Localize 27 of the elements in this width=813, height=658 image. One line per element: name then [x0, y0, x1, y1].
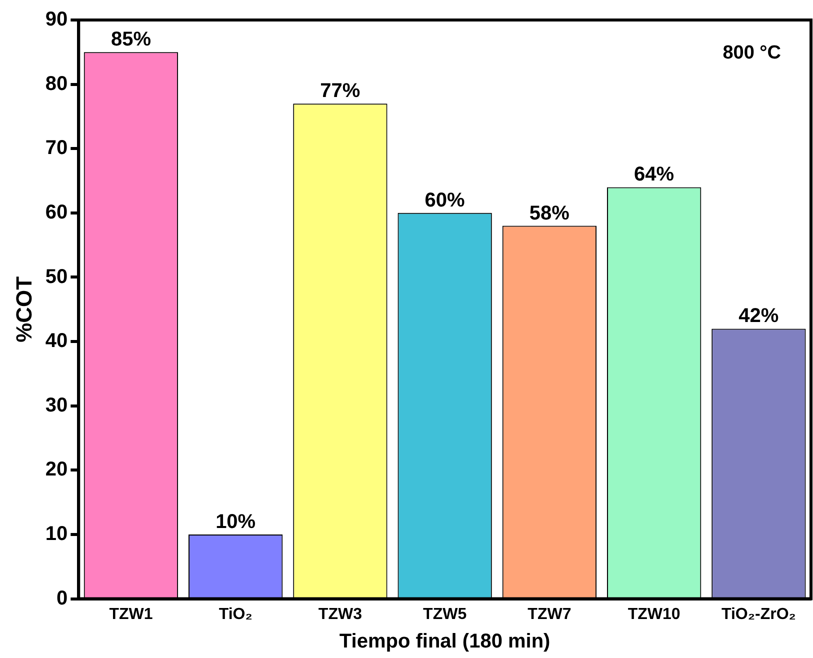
- y-tick-label: 40: [45, 330, 68, 352]
- annotation: 800 °C: [722, 42, 782, 64]
- data-label: 60%: [424, 189, 466, 212]
- x-tick-label: TZW7: [528, 606, 572, 623]
- data-label: 10%: [216, 511, 256, 534]
- y-tick-label: 70: [45, 137, 68, 160]
- data-label: 42%: [738, 305, 779, 328]
- y-tick-label: 20: [45, 458, 68, 481]
- y-tick-label: 10: [45, 523, 68, 546]
- x-tick-label: TiO₂-ZrO₂: [722, 606, 796, 623]
- x-tick-label: TZW1: [109, 606, 153, 623]
- x-tick-label: TZW3: [318, 606, 362, 623]
- data-label: 77%: [320, 80, 360, 102]
- y-tick-label: 60: [45, 201, 68, 224]
- x-tick-label: TiO₂: [218, 606, 252, 623]
- data-label: 85%: [110, 28, 152, 51]
- data-label: 58%: [529, 202, 570, 224]
- y-tick-label: 30: [45, 394, 68, 416]
- y-axis-title: %COT: [11, 276, 36, 342]
- x-tick-label: TZW10: [628, 606, 680, 623]
- y-tick-label: 50: [45, 266, 68, 288]
- y-tick-label: 80: [45, 72, 68, 95]
- y-tick-label: 0: [56, 587, 68, 610]
- data-label: 64%: [634, 164, 674, 186]
- x-axis-title: Tiempo final (180 min): [339, 630, 550, 653]
- x-tick-label: TZW5: [423, 606, 467, 623]
- y-tick-label: 90: [45, 8, 68, 31]
